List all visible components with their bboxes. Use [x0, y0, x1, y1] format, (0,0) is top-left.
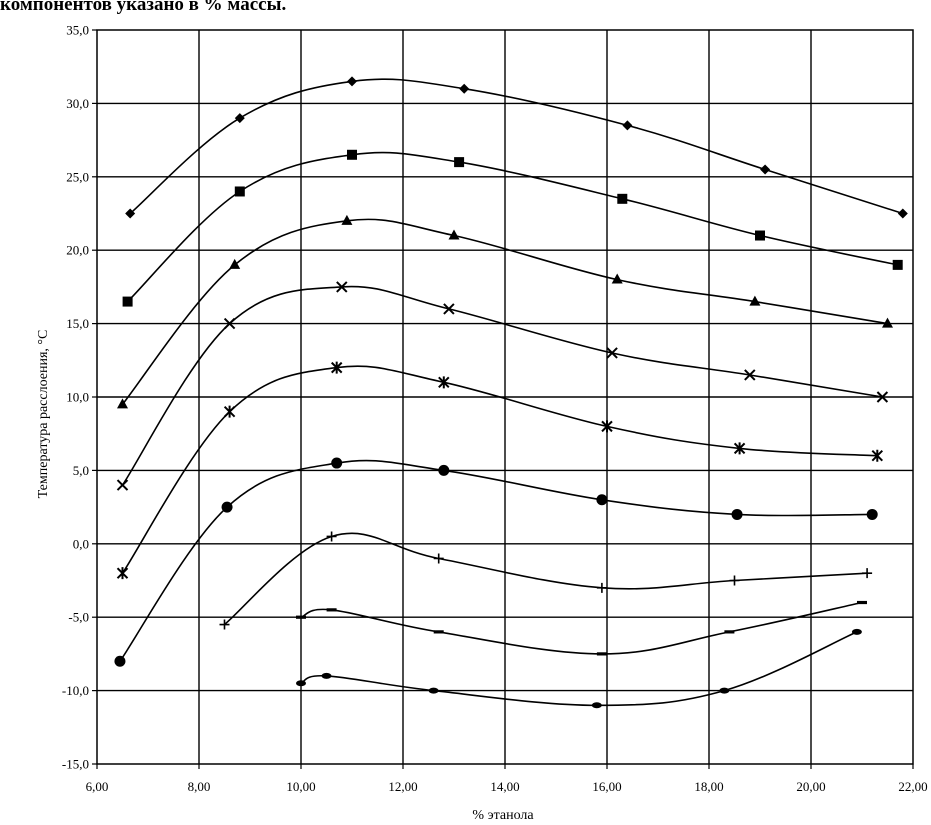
caption-text: компонентов указано в % массы. [0, 0, 287, 15]
x-tick-label: 12,00 [388, 779, 417, 794]
data-point-dot [428, 687, 439, 694]
data-point-dot [851, 628, 862, 635]
data-point-circle [114, 655, 126, 667]
data-point-dash [724, 630, 735, 634]
data-point-dot [321, 672, 332, 679]
data-point-dash [596, 652, 607, 656]
x-axis-label: % этанола [472, 808, 534, 823]
data-point-circle [438, 464, 450, 476]
data-point-x [876, 391, 889, 403]
y-tick-label: -10,0 [62, 683, 89, 698]
y-tick-label: 25,0 [66, 169, 89, 184]
data-point-circle [731, 508, 743, 520]
data-point-star [330, 361, 343, 374]
data-point-triangle [611, 273, 623, 284]
data-point-x [223, 317, 236, 330]
x-tick-label: 18,00 [694, 779, 723, 794]
data-point-circle [221, 501, 233, 513]
data-point-star [733, 442, 746, 455]
y-axis-label: Температура расслоения, °С [36, 329, 51, 499]
data-point-circle [331, 457, 343, 469]
data-point-square [892, 259, 903, 270]
data-point-dot [719, 687, 730, 694]
data-point-dash [433, 630, 444, 634]
data-point-diamond [622, 120, 633, 131]
data-point-triangle [882, 317, 893, 328]
x-tick-label: 20,00 [796, 779, 825, 794]
data-point-star [438, 376, 450, 389]
data-point-square [122, 296, 133, 307]
data-point-x [116, 479, 129, 491]
data-point-plus [596, 582, 607, 593]
data-point-diamond [125, 208, 136, 219]
y-tick-label: 20,0 [66, 243, 89, 258]
data-point-diamond [897, 208, 908, 219]
y-tick-label: 10,0 [66, 390, 89, 405]
data-point-triangle [117, 398, 128, 409]
data-point-dash [296, 615, 306, 619]
data-point-diamond [234, 113, 245, 124]
y-tick-label: 35,0 [66, 23, 89, 38]
x-tick-label: 6,00 [86, 779, 109, 794]
data-point-plus [219, 619, 230, 630]
data-point-diamond [347, 76, 357, 87]
x-tick-label: 22,00 [898, 779, 927, 794]
y-tick-label: -15,0 [62, 757, 89, 772]
x-tick-label: 10,00 [286, 779, 315, 794]
y-tick-label: 5,0 [73, 463, 89, 478]
data-point-star [223, 405, 236, 418]
data-point-triangle [229, 258, 241, 269]
data-point-circle [596, 494, 608, 506]
y-tick-label: 15,0 [66, 316, 89, 331]
data-point-x [744, 369, 756, 381]
data-point-plus [729, 575, 740, 586]
data-point-square [347, 149, 357, 160]
data-point-square [755, 230, 765, 241]
data-point-circle [866, 508, 878, 520]
y-tick-label: -5,0 [68, 610, 89, 625]
data-point-star [601, 420, 613, 433]
data-point-x [443, 303, 455, 315]
data-point-square [234, 186, 245, 197]
x-tick-label: 16,00 [592, 779, 621, 794]
data-point-square [617, 193, 628, 204]
data-point-dot [591, 702, 602, 709]
data-point-triangle [341, 214, 353, 225]
data-point-diamond [459, 83, 470, 94]
data-point-x [336, 281, 348, 293]
data-point-plus [326, 531, 337, 542]
data-point-plus [862, 568, 873, 579]
data-point-dash [857, 600, 867, 605]
data-point-star [871, 449, 884, 462]
y-tick-label: 0,0 [73, 536, 89, 551]
data-point-diamond [760, 164, 771, 175]
data-point-triangle [448, 229, 460, 240]
data-point-dot [296, 680, 306, 687]
data-point-triangle [749, 295, 761, 306]
data-point-square [454, 157, 465, 168]
data-point-star [116, 567, 129, 580]
y-tick-label: 30,0 [66, 96, 89, 111]
x-tick-label: 8,00 [188, 779, 211, 794]
data-point-dash [326, 608, 337, 612]
x-tick-label: 14,00 [490, 779, 519, 794]
data-point-plus [433, 553, 444, 564]
series-line-7 [223, 532, 868, 626]
data-point-x [606, 347, 618, 359]
